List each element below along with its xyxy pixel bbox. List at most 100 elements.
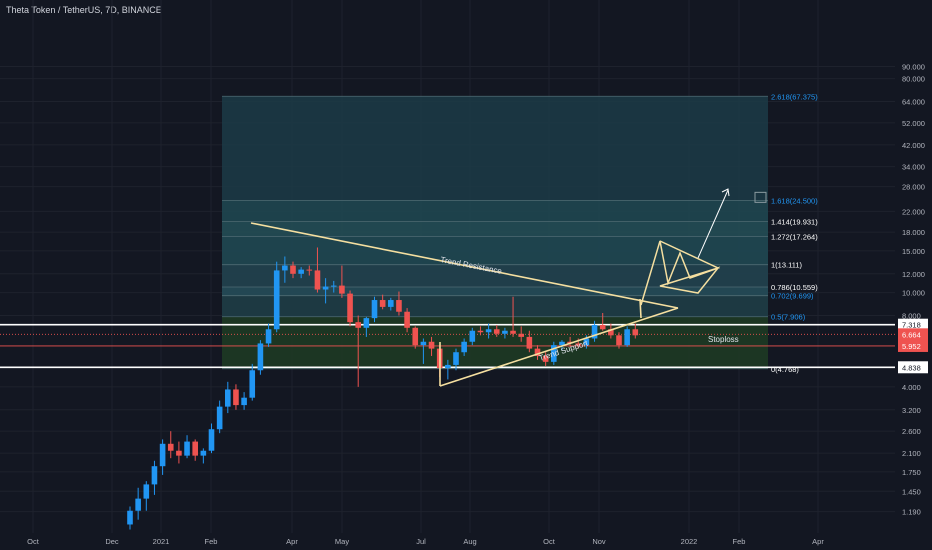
candle-body-12 (225, 389, 231, 407)
candle-body-35 (412, 327, 419, 346)
fib-band-2 (222, 221, 768, 237)
x-tick-label-2: 2021 (153, 537, 170, 546)
candle-body-57 (591, 324, 598, 339)
candle-body-20 (290, 265, 296, 274)
candle-body-3 (151, 466, 158, 485)
x-tick-label-6: Jul (416, 537, 426, 546)
y-tick-label-2: 64.000 (902, 98, 925, 107)
candle-body-52 (551, 345, 557, 362)
candle-body-27 (347, 293, 353, 323)
y-tick-label-12: 8.000 (902, 312, 921, 321)
candle-body-10 (208, 429, 215, 451)
chart-title: Theta Token / TetherUS, 7D, BINANCE (6, 5, 162, 15)
time-axis (0, 533, 932, 550)
candle-body-14 (241, 397, 247, 406)
y-tick-label-5: 34.000 (902, 163, 925, 172)
price-tag-label-0: 7.318 (902, 321, 921, 330)
y-tick-label-14: 3.200 (902, 406, 921, 415)
x-tick-label-7: Aug (463, 537, 476, 546)
candle-body-15 (249, 370, 256, 398)
fib-band-3 (222, 236, 768, 265)
pennant-tick (639, 298, 642, 319)
y-tick-label-17: 1.750 (902, 468, 921, 477)
x-tick-label-11: Feb (733, 537, 746, 546)
y-tick-label-15: 2.600 (902, 427, 921, 436)
fib-band-1 (222, 200, 768, 222)
candle-body-62 (632, 329, 639, 336)
x-tick-label-1: Dec (105, 537, 119, 546)
price-tag-bg-1 (898, 328, 928, 341)
candle-body-33 (396, 300, 402, 312)
fib-label-7: 0.5(7.906) (771, 313, 806, 322)
candle-body-1 (135, 498, 141, 511)
candle-body-53 (559, 341, 565, 346)
candle-body-31 (379, 300, 386, 307)
y-tick-label-0: 90.000 (902, 62, 925, 71)
fib-label-5: 0.786(10.559) (771, 283, 818, 292)
candle-body-55 (575, 343, 582, 346)
candle-body-60 (616, 335, 622, 346)
stoploss-label: Stoploss (708, 335, 739, 344)
candle-body-21 (298, 269, 304, 274)
candle-body-36 (420, 341, 427, 346)
fib-label-8: 0(4.768) (771, 365, 799, 374)
candle-body-41 (461, 341, 467, 353)
x-tick-label-12: Apr (812, 537, 824, 546)
fib-band-4 (222, 264, 768, 287)
candle-body-4 (159, 443, 166, 467)
candle-body-61 (624, 329, 630, 346)
trend-support-line (439, 307, 679, 387)
price-tag-bg-3 (898, 361, 928, 374)
candle-body-6 (176, 450, 182, 456)
fib-band-5 (222, 286, 768, 296)
y-tick-label-19: 1.190 (902, 508, 921, 517)
fib-label-1: 1.618(24.500) (771, 196, 818, 205)
candle-body-2 (143, 484, 150, 499)
projection-arrow-line (697, 189, 729, 259)
x-tick-label-8: Oct (543, 537, 556, 546)
fib-label-6: 0.702(9.699) (771, 292, 814, 301)
candle-body-34 (404, 311, 410, 328)
y-tick-label-4: 42.000 (902, 141, 925, 150)
price-tag-bg-0 (898, 318, 928, 331)
x-tick-label-3: Feb (205, 537, 218, 546)
candle-body-17 (265, 329, 272, 344)
projection-arrowhead (721, 188, 730, 197)
price-axis (895, 0, 932, 550)
y-tick-label-6: 28.000 (902, 183, 925, 192)
candle-body-43 (477, 330, 484, 333)
y-tick-label-10: 12.000 (902, 270, 925, 279)
candle-body-22 (306, 269, 313, 271)
candle-body-42 (469, 330, 476, 342)
candle-body-51 (542, 355, 549, 362)
candle-body-18 (273, 270, 280, 330)
y-tick-label-8: 18.000 (902, 228, 925, 237)
candle-body-7 (184, 441, 190, 456)
candle-body-39 (445, 364, 451, 369)
candle-body-58 (599, 324, 606, 330)
candle-body-28 (355, 322, 361, 328)
candle-body-11 (216, 406, 223, 430)
candle-body-8 (192, 441, 198, 456)
fib-label-4: 1(13.111) (771, 261, 802, 270)
candle-body-48 (518, 333, 524, 337)
x-tick-label-4: Apr (286, 537, 298, 546)
y-tick-label-1: 80.000 (902, 75, 925, 84)
fib-label-3: 1.272(17.264) (771, 232, 818, 241)
candle-body-59 (608, 329, 614, 336)
price-tag-bg-2 (898, 339, 928, 352)
y-tick-label-11: 10.000 (902, 289, 925, 298)
candle-body-32 (388, 300, 394, 307)
candle-body-23 (314, 270, 321, 290)
candle-body-25 (330, 285, 337, 287)
price-tag-label-2: 5.952 (902, 342, 921, 351)
x-tick-label-5: May (335, 537, 349, 546)
fib-label-0: 2.618(67.375) (771, 92, 818, 101)
candle-body-0 (127, 510, 133, 525)
y-tick-label-9: 15.000 (902, 247, 925, 256)
y-tick-label-3: 52.000 (902, 119, 925, 128)
candle-body-45 (493, 329, 500, 334)
candle-body-40 (453, 352, 459, 365)
x-tick-label-0: Oct (27, 537, 40, 546)
